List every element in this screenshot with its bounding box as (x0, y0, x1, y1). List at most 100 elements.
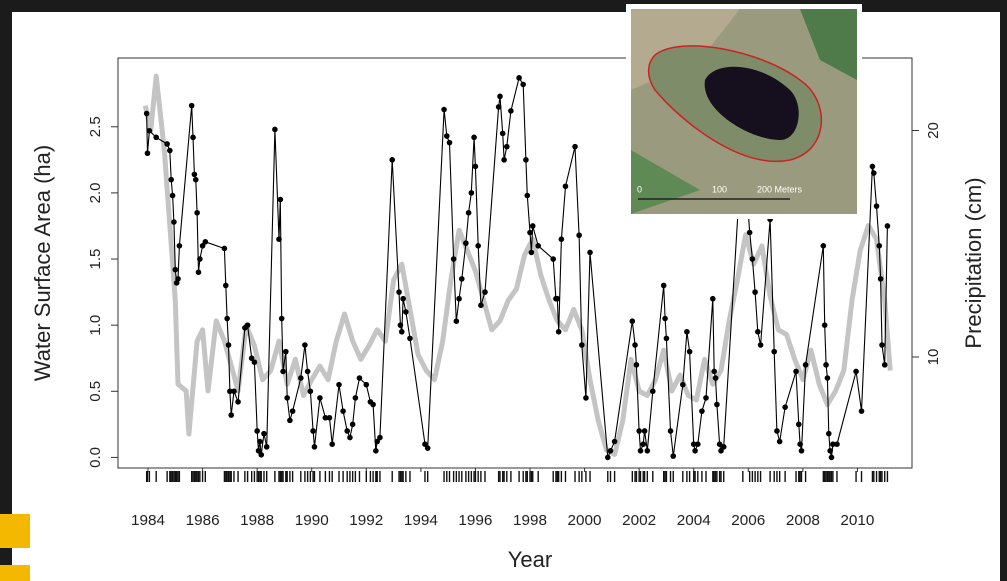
data-point (258, 451, 265, 458)
data-point (191, 171, 198, 178)
data-point (450, 256, 457, 262)
data-point (554, 295, 561, 302)
data-point (224, 315, 230, 322)
data-point (718, 448, 724, 454)
data-point (881, 362, 888, 368)
data-point (482, 289, 488, 295)
data-point (873, 203, 880, 209)
data-point (329, 441, 335, 447)
data-point (690, 441, 697, 447)
data-point (793, 368, 799, 375)
data-point (202, 239, 209, 245)
data-point (828, 454, 835, 461)
data-point (446, 139, 453, 146)
x-tick-label: 1994 (404, 512, 438, 529)
data-point (257, 438, 263, 445)
data-point (749, 256, 756, 262)
data-point (146, 127, 153, 134)
data-point (499, 130, 506, 137)
data-point (465, 209, 472, 216)
data-point (175, 276, 181, 282)
data-point (475, 243, 481, 249)
x-tick-label: 1996 (458, 512, 492, 529)
data-point (363, 381, 370, 388)
data-point (176, 243, 183, 249)
data-point (633, 362, 640, 368)
data-point (834, 441, 840, 447)
data-point (171, 219, 177, 225)
data-point (453, 318, 460, 324)
data-point (824, 375, 831, 381)
x-tick-label: 1988 (240, 512, 274, 529)
y-tick-label: 2.0 (87, 182, 104, 203)
data-point (235, 399, 241, 405)
data-point (336, 381, 342, 388)
data-point (340, 408, 346, 414)
data-point (188, 102, 195, 109)
y-tick-label: 1.0 (87, 315, 104, 336)
data-point (607, 448, 614, 454)
data-point (278, 315, 285, 322)
data-point (527, 229, 533, 236)
data-point (660, 282, 667, 289)
y2-tick-label: 10 (925, 349, 942, 366)
data-point (194, 209, 200, 216)
data-point (272, 126, 278, 133)
data-point (168, 176, 175, 183)
data-point (244, 322, 251, 328)
data-point (344, 428, 350, 434)
precipitation-line (142, 73, 893, 457)
ui-tab (0, 565, 30, 581)
data-point (254, 428, 260, 434)
data-point (167, 147, 173, 154)
data-point (711, 368, 717, 375)
data-point (516, 75, 522, 81)
data-point (349, 421, 356, 428)
data-point (641, 428, 648, 434)
data-point (377, 434, 383, 441)
data-point (304, 368, 311, 375)
ui-tab (0, 514, 30, 548)
data-point (164, 141, 170, 147)
y-axis-label: Water Surface Area (ha) (30, 145, 55, 381)
data-point (403, 309, 409, 315)
data-point (284, 395, 290, 401)
plot-area: 0.0 0.5 1.0 1.5 2.0 2.5 10 20 1984 1986 1988 1990 19… (87, 57, 942, 529)
data-point (710, 295, 716, 302)
x-tick-label: 2006 (731, 512, 765, 529)
data-point (524, 192, 531, 199)
vegetation (800, 9, 857, 80)
data-point (302, 342, 308, 348)
data-point (644, 448, 651, 454)
data-point (716, 441, 723, 447)
data-point (389, 157, 396, 163)
data-point (347, 434, 353, 441)
data-point (877, 276, 884, 282)
y-tick-label: 0.5 (87, 381, 104, 402)
data-point (398, 328, 405, 335)
data-point (373, 448, 379, 454)
data-point (771, 348, 778, 355)
data-point (352, 395, 359, 401)
data-point (576, 232, 582, 239)
data-point (782, 404, 788, 410)
x-tick-label: 1984 (131, 512, 165, 529)
data-point (190, 134, 196, 141)
data-point (876, 243, 883, 249)
data-point (261, 430, 267, 437)
data-point (310, 428, 316, 434)
data-point (228, 412, 235, 418)
data-point (879, 342, 885, 348)
data-point (422, 441, 428, 447)
data-point (227, 388, 233, 395)
data-point (663, 335, 670, 342)
data-point (684, 328, 690, 335)
data-point (797, 441, 803, 447)
data-point (478, 302, 484, 309)
data-point (686, 348, 693, 355)
data-point (501, 157, 507, 163)
data-point (441, 106, 447, 113)
data-point (307, 388, 314, 395)
